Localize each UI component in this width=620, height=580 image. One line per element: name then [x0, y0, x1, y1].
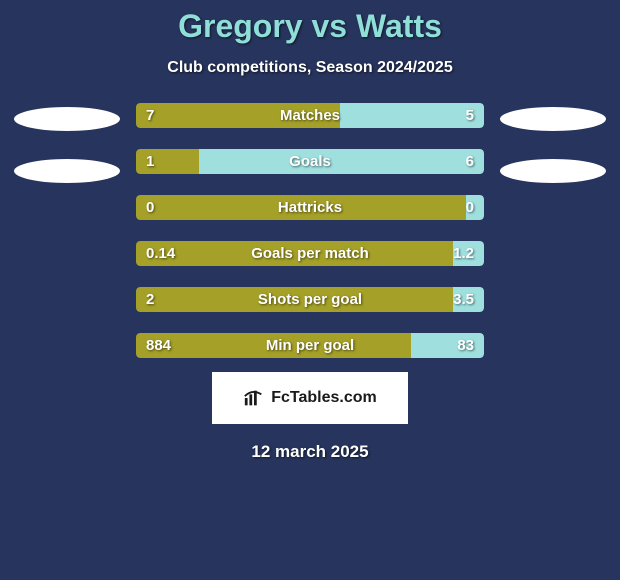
stat-right-value: 3.5: [453, 287, 484, 312]
stat-row: 23.5Shots per goal: [136, 287, 484, 312]
stat-row: 88483Min per goal: [136, 333, 484, 358]
stat-left-value: 884: [136, 333, 411, 358]
stat-row: 00Hattricks: [136, 195, 484, 220]
page-title: Gregory vs Watts: [0, 8, 620, 45]
stat-row: 16Goals: [136, 149, 484, 174]
stat-right-value: 0: [466, 195, 484, 220]
branding-badge: FcTables.com: [212, 372, 408, 424]
left-team-logo-1: [14, 107, 120, 131]
stat-right-value: 1.2: [453, 241, 484, 266]
stats-area: 75Matches 16Goals 00Hattricks 0.141.2Goals …: [0, 103, 620, 358]
stat-bars: 75Matches 16Goals 00Hattricks 0.141.2Goals …: [136, 103, 484, 358]
date-label: 12 march 2025: [0, 442, 620, 462]
branding-text: FcTables.com: [271, 389, 377, 407]
left-logo-column: [12, 103, 122, 183]
stat-right-value: 6: [199, 149, 484, 174]
right-team-logo-1: [500, 107, 606, 131]
chart-icon: [243, 387, 265, 409]
stat-right-value: 5: [340, 103, 484, 128]
left-team-logo-2: [14, 159, 120, 183]
stat-left-value: 1: [136, 149, 199, 174]
subtitle: Club competitions, Season 2024/2025: [0, 59, 620, 77]
stat-left-value: 2: [136, 287, 453, 312]
comparison-infographic: Gregory vs Watts Club competitions, Seas…: [0, 0, 620, 462]
stat-row: 75Matches: [136, 103, 484, 128]
stat-row: 0.141.2Goals per match: [136, 241, 484, 266]
right-team-logo-2: [500, 159, 606, 183]
stat-right-value: 83: [411, 333, 484, 358]
stat-left-value: 7: [136, 103, 340, 128]
stat-left-value: 0.14: [136, 241, 453, 266]
stat-left-value: 0: [136, 195, 466, 220]
right-logo-column: [498, 103, 608, 183]
